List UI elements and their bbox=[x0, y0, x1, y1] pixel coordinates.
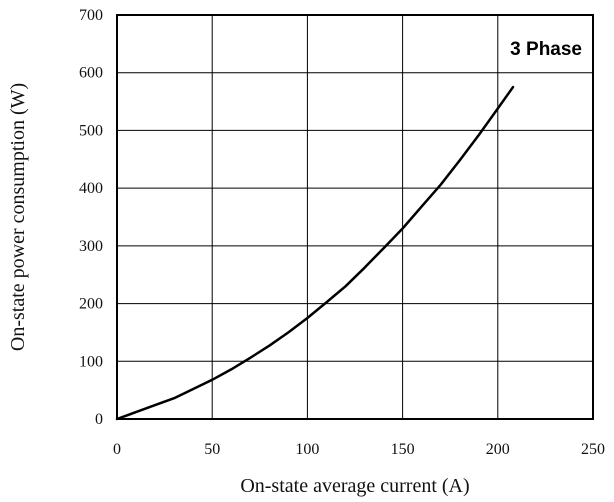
grid-lines bbox=[117, 15, 593, 419]
x-tick-label: 250 bbox=[581, 441, 605, 458]
x-tick-label: 150 bbox=[391, 441, 415, 458]
y-tick-label: 100 bbox=[79, 353, 103, 370]
y-tick-label: 700 bbox=[79, 7, 103, 24]
y-tick-label: 500 bbox=[79, 122, 103, 139]
y-axis-title: On-state power consumption (W) bbox=[7, 83, 29, 351]
series-annotation: 3 Phase bbox=[510, 39, 582, 60]
annotation-layer: 3 Phase bbox=[510, 39, 582, 60]
plot-frame bbox=[116, 14, 594, 420]
y-tick-label: 0 bbox=[95, 411, 103, 428]
y-tick-label: 600 bbox=[79, 65, 103, 82]
x-tick-label: 200 bbox=[486, 441, 510, 458]
y-tick-label: 200 bbox=[79, 296, 103, 313]
tick-labels: 0 50 100 150 200 250 0 100 200 300 400 500 600 700 bbox=[79, 7, 605, 458]
y-tick-label: 400 bbox=[79, 180, 103, 197]
series-line-3-phase bbox=[115, 85, 515, 421]
x-tick-label: 0 bbox=[113, 441, 121, 458]
x-tick-label: 100 bbox=[295, 441, 319, 458]
x-axis-title: On-state average current (A) bbox=[240, 475, 469, 497]
series-layer bbox=[115, 85, 515, 421]
x-tick-label: 50 bbox=[204, 441, 220, 458]
y-tick-label: 300 bbox=[79, 238, 103, 255]
